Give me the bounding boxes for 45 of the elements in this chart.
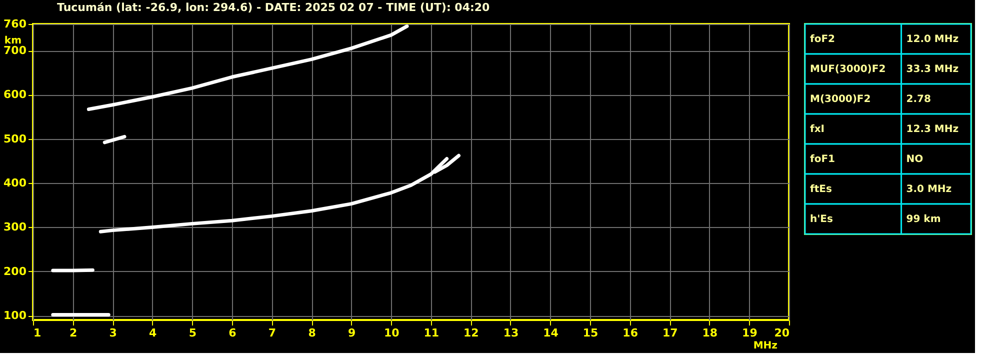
- y-tick-label: 600: [4, 88, 27, 102]
- x-axis-title: MHz: [753, 340, 778, 352]
- category-label: fxI: [810, 124, 825, 135]
- text: 3.0 MHz: [906, 184, 952, 195]
- text: 12.3 MHz: [906, 124, 959, 135]
- x-tick-label: 3: [109, 326, 117, 340]
- text: 2.78: [906, 94, 931, 105]
- x-tick-label: 6: [228, 326, 237, 340]
- x-tick-label: 8: [308, 326, 316, 340]
- x-tick-label: 15: [582, 326, 598, 340]
- text: 99 km: [906, 214, 941, 225]
- y-tick-label: 500: [4, 132, 27, 146]
- category-label: foF2: [810, 34, 836, 45]
- x-tick-label: 5: [188, 326, 196, 340]
- x-tick-label: 14: [543, 326, 559, 340]
- category-label: MUF(3000)F2: [810, 64, 886, 75]
- x-tick-label: 9: [348, 326, 356, 340]
- y-tick-label: 300: [4, 220, 27, 234]
- x-tick-label: 19: [742, 326, 758, 340]
- x-tick-label: 11: [424, 326, 440, 340]
- x-tick-label: 18: [702, 326, 718, 340]
- x-tick-label: 20: [774, 326, 790, 340]
- text: 33.3 MHz: [906, 64, 959, 75]
- category-label: foF1: [810, 154, 836, 165]
- category-label: ftEs: [810, 184, 832, 195]
- y-tick-label: 100: [4, 309, 27, 322]
- category-label: h'Es: [810, 214, 834, 225]
- y-axis-title: km: [4, 36, 22, 46]
- y-tick-label: 760: [4, 18, 27, 30]
- x-tick-label: 16: [622, 326, 638, 340]
- text: NO: [906, 154, 924, 165]
- text: 12.0 MHz: [906, 34, 959, 45]
- category-label: M(3000)F2: [810, 94, 871, 105]
- x-tick-label: 2: [69, 326, 78, 340]
- x-tick-label: 1: [34, 326, 42, 340]
- x-tick-label: 10: [384, 326, 400, 340]
- chart-title: Tucumán (lat: -26.9, lon: 294.6) - DATE: 2025 02 07 - TIME (UT): 04:20: [57, 1, 490, 14]
- x-tick-label: 17: [662, 326, 678, 340]
- y-tick-label: 700: [4, 44, 27, 58]
- y-tick-label: 400: [4, 176, 27, 190]
- x-tick-label: 7: [268, 326, 276, 340]
- y-tick-label: 200: [4, 264, 27, 278]
- x-tick-label: 12: [464, 326, 479, 340]
- x-tick-label: 13: [503, 326, 519, 340]
- x-tick-label: 4: [149, 326, 158, 340]
